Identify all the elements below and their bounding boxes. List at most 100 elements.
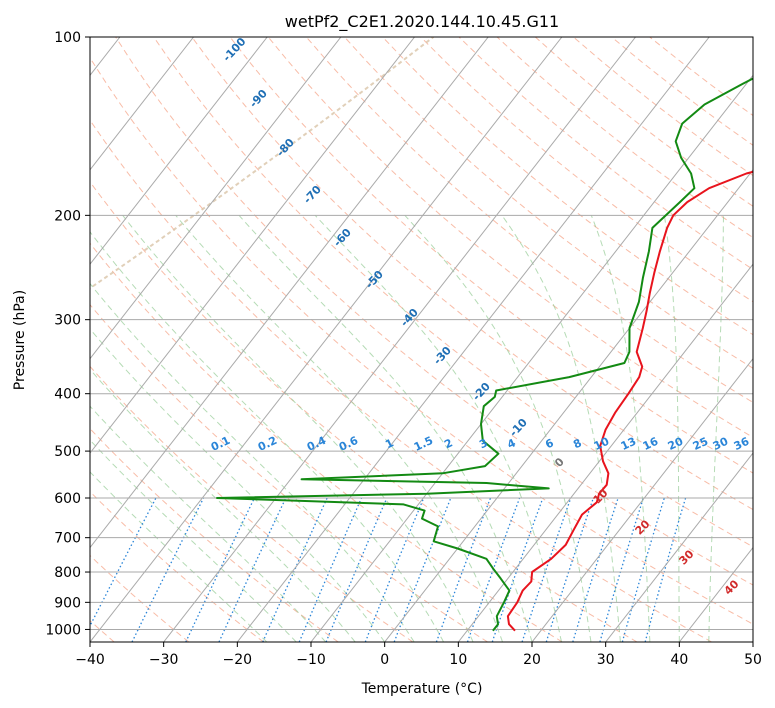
x-tick-label: 50 [744, 652, 762, 668]
background-lines [90, 37, 753, 642]
mixing-ratio-line [621, 497, 665, 642]
isotherm [163, 37, 636, 642]
moist-adiabat [90, 230, 445, 642]
mixing-ratio-line [185, 497, 255, 642]
temperature-profile [506, 170, 753, 632]
mixing-ratio-label: 16 [641, 435, 661, 453]
moist-adiabat-label: 10 [591, 486, 611, 506]
y-axis-title: Pressure (hPa) [12, 290, 28, 390]
x-tick-label: 40 [670, 652, 688, 668]
y-axis: 100 200 300 400 500 600 700 800 900 1000 [45, 30, 90, 638]
moist-adiabat [90, 405, 327, 642]
y-tick-label: 1000 [45, 622, 81, 638]
moist-adiabat [175, 214, 503, 642]
mixing-ratio-line [364, 497, 425, 642]
moist-adiabat [404, 214, 592, 642]
mixing-ratio-label: 13 [619, 435, 638, 453]
mixing-ratio-line [298, 497, 363, 642]
y-tick-label: 100 [54, 30, 81, 46]
dry-adiabat [420, 37, 753, 303]
dry-adiabat [382, 37, 753, 336]
plot-frame [89, 36, 754, 643]
mixing-ratio-line [218, 497, 287, 642]
y-tick-label: 700 [54, 531, 81, 547]
mixing-ratio-line [393, 497, 452, 642]
dry-adiabat [90, 365, 414, 642]
x-tick-label: 20 [523, 652, 541, 668]
y-tick-label: 500 [54, 444, 81, 460]
mixing-ratio-line [545, 497, 594, 642]
mixing-ratio-label: 36 [732, 435, 752, 453]
moist-adiabat-label: 40 [722, 577, 742, 597]
dry-adiabat [191, 37, 753, 511]
mixing-ratio-label: 6 [543, 436, 556, 451]
isotherm [384, 168, 753, 642]
x-tick-label: 10 [449, 652, 467, 668]
moist-adiabat [90, 368, 356, 642]
dry-adiabat-label: -70 [301, 183, 324, 207]
dry-adiabat [90, 427, 339, 642]
moist-adiabat [663, 215, 680, 642]
isotherm [90, 37, 194, 171]
mixing-ratio-label: 8 [571, 436, 583, 451]
x-tick-label: −30 [149, 652, 179, 668]
isotherm [531, 357, 753, 642]
mixing-ratio-label: 2 [442, 436, 454, 451]
moist-adiabat [90, 439, 297, 642]
chart-title: wetPf2_C2E1.2020.144.10.45.G11 [285, 12, 559, 32]
isotherm [90, 37, 415, 454]
x-axis-title: Temperature (°C) [361, 681, 483, 697]
isotherm [236, 37, 710, 642]
dewpoint-profile [216, 77, 753, 632]
mixing-ratio-line [644, 497, 687, 642]
isotherm [90, 37, 268, 266]
contour-labels: -100-90-80-70-60-50-40-30-20-100.1 0.2 0.4… [209, 35, 752, 598]
mixing-ratio-label: 10 [592, 435, 612, 453]
moist-adiabat-label: 30 [677, 547, 697, 567]
x-tick-label: −20 [223, 652, 253, 668]
dry-adiabat [90, 490, 264, 642]
x-tick-label: 0 [380, 652, 389, 668]
y-tick-label: 900 [54, 595, 81, 611]
moist-adiabat [122, 214, 474, 642]
moist-adiabat [90, 282, 415, 642]
dry-adiabat [267, 37, 753, 438]
mixing-ratio-line [325, 497, 388, 642]
y-tick-label: 600 [54, 491, 81, 507]
dry-adiabat [573, 37, 753, 177]
dry-adiabat-label: -100 [220, 35, 249, 64]
dry-adiabat-label: -30 [431, 344, 454, 368]
mixing-ratio-line [435, 497, 492, 642]
dry-adiabat [90, 554, 190, 642]
mixing-ratio-label: 30 [711, 435, 731, 453]
isotherm [90, 37, 563, 642]
dry-adiabat [90, 119, 712, 642]
dry-adiabat [229, 37, 753, 474]
dry-adiabat [496, 37, 753, 239]
moist-adiabat [590, 215, 651, 642]
isotherm [310, 74, 753, 642]
x-tick-label: 30 [597, 652, 615, 668]
mixing-ratio-line [90, 497, 157, 628]
moist-adiabat [90, 471, 268, 642]
outer-reference-curve [90, 37, 435, 290]
dry-adiabat-label: -10 [507, 416, 530, 440]
dry-adiabat-label: -90 [247, 87, 270, 111]
x-tick-label: −40 [75, 652, 105, 668]
dry-adiabat-label: -20 [470, 380, 493, 404]
isotherm [605, 452, 753, 642]
y-tick-label: 400 [54, 387, 81, 403]
dry-adiabat [305, 37, 753, 403]
dry-adiabat [90, 303, 488, 642]
y-tick-label: 800 [54, 565, 81, 581]
dry-adiabat [534, 37, 753, 207]
moist-adiabat-label: 20 [633, 517, 653, 537]
x-axis: −40 −30 −20 −10 0 10 20 30 40 50 [75, 642, 762, 668]
isotherm [90, 37, 342, 360]
moist-adiabat [238, 214, 533, 642]
mixing-ratio-line [521, 497, 572, 642]
mixing-ratio-line [572, 497, 619, 642]
x-tick-label: −10 [296, 652, 326, 668]
isotherm [752, 641, 753, 642]
